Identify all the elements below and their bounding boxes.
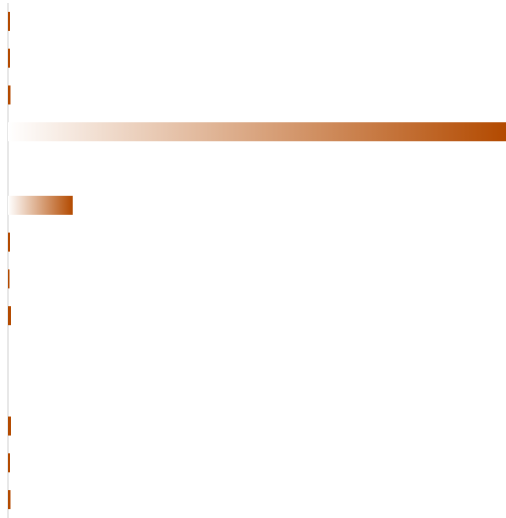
bar — [8, 48, 10, 68]
bar — [8, 269, 10, 289]
bar — [8, 122, 506, 142]
bar — [8, 195, 73, 215]
bar — [8, 490, 11, 510]
bar — [8, 453, 10, 473]
bar — [8, 306, 11, 326]
bar — [8, 85, 11, 105]
bar — [8, 11, 10, 31]
bar — [8, 232, 10, 252]
bar — [8, 416, 11, 436]
